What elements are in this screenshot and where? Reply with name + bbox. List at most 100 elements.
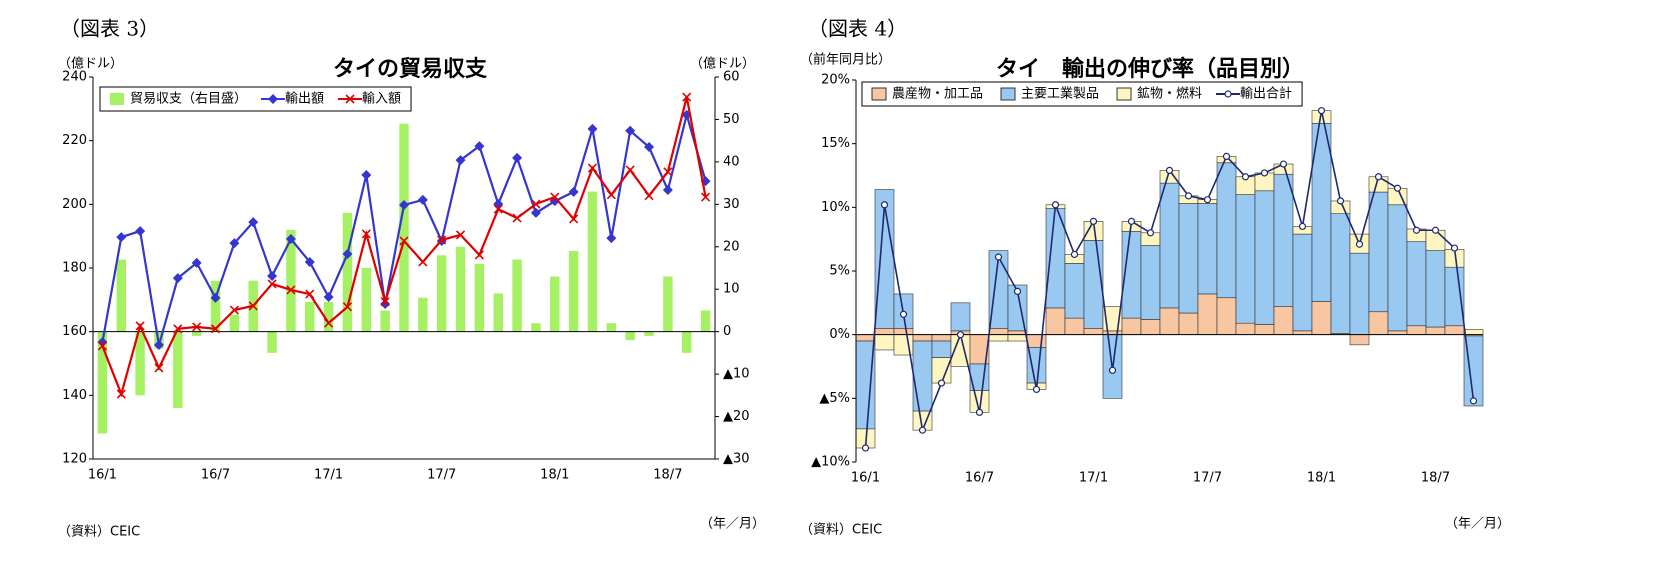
bar: [229, 314, 240, 332]
bar: [531, 323, 541, 332]
point-stroke: [512, 213, 522, 223]
point: [399, 236, 409, 246]
point: [267, 270, 278, 281]
bar: [606, 323, 617, 332]
legend-marker: [1224, 90, 1232, 98]
y-tick-label: 10%: [821, 200, 850, 215]
y2-tick-label: 40: [723, 154, 740, 169]
point: [1355, 240, 1364, 248]
point-stroke: [550, 192, 560, 202]
point: [663, 167, 673, 177]
y2-tick-label: ▲20: [723, 409, 750, 424]
point: [154, 363, 164, 373]
bar-segment: [1178, 312, 1199, 335]
point-stroke: [606, 190, 616, 200]
bar-segment: [1159, 307, 1180, 335]
point-stroke: [493, 204, 503, 214]
bar-segment: [874, 334, 895, 351]
x-tick-label: 18/1: [540, 468, 569, 483]
legend-swatch: [1116, 87, 1132, 101]
point: [417, 194, 428, 205]
bar-segment: [1235, 322, 1256, 335]
y-tick-label: 20%: [821, 73, 850, 88]
point: [1260, 169, 1269, 177]
bar: [663, 276, 673, 332]
point-stroke: [135, 321, 145, 331]
point: [682, 92, 692, 102]
bar-segment: [1406, 325, 1427, 335]
point: [512, 152, 523, 163]
bar: [550, 276, 560, 332]
bar-segment: [1273, 306, 1294, 335]
point-stroke: [437, 235, 447, 245]
point: [1374, 173, 1383, 181]
bar-segment: [1406, 241, 1427, 327]
point: [1070, 250, 1079, 259]
point-stroke: [569, 214, 579, 224]
bar-segment: [1216, 297, 1237, 335]
point: [1431, 226, 1440, 234]
x-tick-label: 17/1: [1079, 471, 1108, 486]
point: [512, 213, 522, 223]
point: [1336, 197, 1345, 205]
bar: [116, 259, 126, 332]
point: [1089, 217, 1098, 225]
x-tick-label: 17/7: [1193, 471, 1222, 486]
bar: [493, 293, 503, 332]
y-tick-label: 200: [62, 197, 87, 212]
y-unit: （億ドル）: [58, 56, 123, 72]
point: [116, 232, 127, 243]
point: [192, 322, 202, 332]
y-tick-label: 120: [62, 452, 87, 467]
y2-unit: （億ドル）: [690, 56, 755, 72]
point: [361, 229, 371, 239]
y2-tick-label: 10: [723, 282, 740, 297]
point: [285, 234, 296, 245]
point-stroke: [173, 324, 183, 334]
bar-segment: [1007, 330, 1028, 335]
bar-segment: [912, 334, 933, 342]
bar: [305, 301, 315, 332]
point: [248, 217, 259, 228]
point: [550, 192, 560, 202]
point: [1317, 106, 1326, 115]
point: [644, 142, 655, 153]
point: [644, 191, 654, 201]
point: [1108, 366, 1117, 374]
bar: [135, 331, 145, 396]
point: [324, 318, 334, 328]
bar-segment: [1254, 190, 1275, 325]
point: [97, 341, 107, 351]
points: [97, 109, 711, 351]
bar-segment: [1425, 250, 1446, 328]
point-stroke: [531, 199, 541, 209]
point: [399, 199, 409, 210]
bar-segment: [950, 302, 971, 332]
bar-segment: [1387, 204, 1408, 332]
point: [899, 310, 908, 318]
point-stroke: [229, 305, 239, 315]
bar: [323, 301, 334, 332]
point: [606, 190, 616, 200]
bar-segment: [1026, 334, 1047, 348]
bar: [436, 255, 447, 332]
legend-box: [99, 86, 412, 112]
point: [323, 291, 334, 302]
x-tick-label: 18/1: [1307, 471, 1336, 486]
bar: [587, 191, 598, 332]
point-stroke: [116, 389, 126, 399]
bar: [625, 331, 635, 341]
point: [569, 214, 579, 224]
point-stroke: [663, 167, 673, 177]
point: [1450, 244, 1459, 252]
point: [662, 185, 673, 196]
point-stroke: [399, 236, 409, 246]
point-stroke: [248, 301, 258, 311]
point: [210, 324, 221, 334]
bar-segment: [1140, 319, 1161, 335]
bar-segment: [1045, 307, 1066, 335]
point: [493, 199, 504, 210]
point: [1298, 222, 1307, 231]
bar-segment: [1349, 252, 1370, 335]
point: [1146, 229, 1155, 237]
